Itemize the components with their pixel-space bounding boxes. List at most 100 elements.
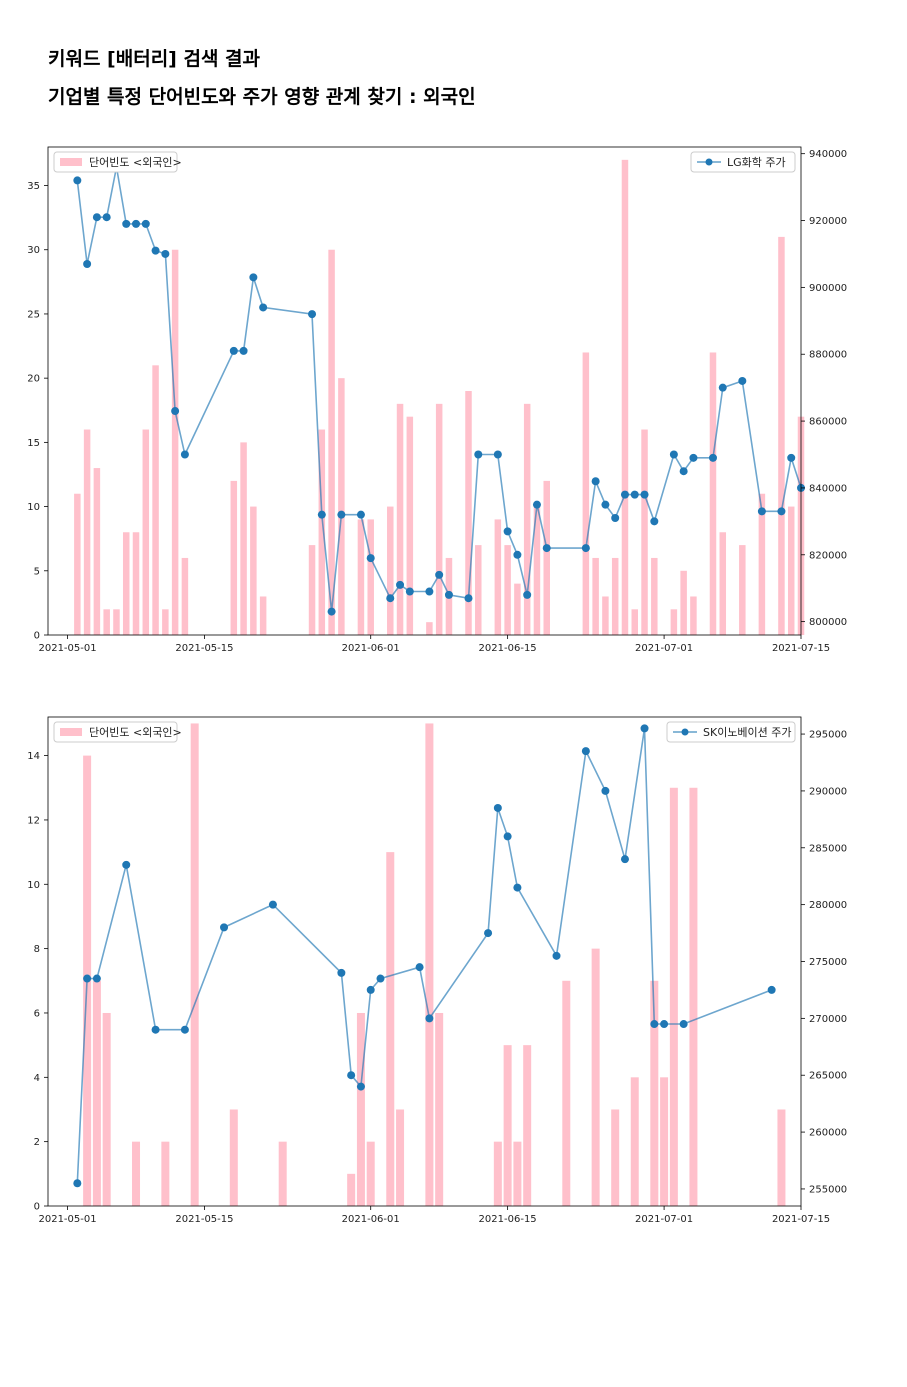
y-right-tick-label: 900000 [809, 283, 847, 294]
data-point [92, 974, 101, 983]
data-point [171, 407, 180, 416]
bar [230, 480, 238, 635]
y-left-tick-label: 0 [34, 631, 40, 642]
data-point [787, 453, 796, 462]
data-point [337, 968, 346, 977]
bar [582, 352, 590, 635]
y-right-tick-label: 840000 [809, 483, 847, 494]
sk-innovation-chart: 2021-05-01 2021-05-15 2021-06-01 2021-06-15… [27, 716, 847, 1225]
bar [631, 609, 639, 635]
y-right-tick-label: 920000 [809, 216, 847, 227]
bar [670, 609, 678, 635]
data-point [679, 467, 688, 476]
y-right-tick-label: 800000 [809, 617, 847, 628]
data-point [757, 507, 766, 516]
data-point [611, 514, 620, 523]
bar [475, 545, 482, 635]
bar-series [83, 723, 786, 1206]
data-point [161, 249, 170, 258]
y-left-tick-label: 10 [27, 880, 40, 891]
data-point [513, 883, 522, 892]
bar [132, 532, 140, 635]
bar [357, 519, 365, 635]
y-left-tick-label: 14 [27, 751, 40, 762]
page-title: 키워드 [배터리] 검색 결과 [48, 48, 261, 70]
bar [425, 723, 434, 1206]
data-point [180, 450, 189, 459]
x-tick-label: 2021-07-15 [772, 643, 830, 654]
legend-marker [705, 158, 713, 166]
data-point [405, 587, 414, 596]
data-point [591, 477, 600, 486]
y-left-tick-label: 2 [34, 1137, 40, 1148]
bar [229, 1109, 238, 1206]
legend-label: LG화학 주가 [727, 156, 786, 169]
data-point [73, 1179, 82, 1188]
bar [660, 1077, 669, 1206]
data-point [268, 900, 277, 909]
data-point [347, 1071, 356, 1080]
data-point [601, 786, 610, 795]
bar [513, 1141, 522, 1206]
bar [533, 506, 541, 635]
bar [650, 980, 659, 1206]
bar [74, 493, 81, 635]
data-point [620, 855, 629, 864]
lg-chem-chart: 2021-05-01 2021-05-15 2021-06-01 2021-06-15… [27, 146, 847, 654]
bar [347, 1173, 356, 1206]
bar [680, 570, 687, 635]
bar [591, 948, 600, 1206]
x-tick-label: 2021-05-01 [38, 643, 96, 654]
bar [689, 787, 698, 1206]
data-point [650, 517, 659, 526]
bar [543, 480, 550, 635]
data-point [396, 580, 405, 589]
y-right-tick-label: 820000 [809, 550, 847, 561]
bar [171, 249, 179, 635]
data-point [327, 607, 336, 616]
data-point [376, 974, 385, 983]
data-point [249, 273, 258, 282]
data-point [122, 219, 131, 228]
y-right-tick-label: 860000 [809, 417, 847, 428]
data-point [777, 507, 786, 516]
bar [367, 519, 374, 635]
bar [630, 1077, 639, 1206]
legend-box [53, 151, 178, 173]
data-point [581, 544, 590, 553]
data-point [669, 450, 678, 459]
x-tick-label: 2021-07-01 [635, 643, 693, 654]
bar [611, 1109, 620, 1206]
data-point [660, 1020, 669, 1029]
x-tick-label: 2021-05-01 [38, 1214, 96, 1225]
legend-line: SK이노베이션 주가 [666, 721, 796, 743]
data-point [141, 219, 150, 228]
bar [308, 545, 316, 635]
y-left-tick-label: 15 [27, 438, 40, 449]
data-point [484, 929, 493, 938]
bar [92, 980, 101, 1206]
bar [669, 787, 678, 1206]
data-point [220, 923, 229, 932]
y-right-tick-label: 290000 [809, 786, 847, 797]
bar [494, 519, 502, 635]
bar [278, 1141, 287, 1206]
data-point [102, 213, 111, 222]
data-point [317, 510, 326, 519]
data-point [689, 453, 698, 462]
bar [113, 609, 120, 635]
data-point [503, 527, 512, 536]
x-tick-label: 2021-07-15 [772, 1214, 830, 1225]
bar [103, 609, 110, 635]
data-point [650, 1020, 659, 1029]
bar [338, 378, 345, 635]
data-point [474, 450, 483, 459]
bar [592, 557, 599, 635]
legend-box [666, 721, 796, 743]
y-right-tick-label: 275000 [809, 957, 847, 968]
bar [387, 506, 394, 635]
bar [777, 1109, 786, 1206]
data-point [523, 590, 532, 599]
x-tick-label: 2021-06-15 [479, 643, 537, 654]
legend-bar: 단어빈도 <외국인> [53, 151, 182, 173]
